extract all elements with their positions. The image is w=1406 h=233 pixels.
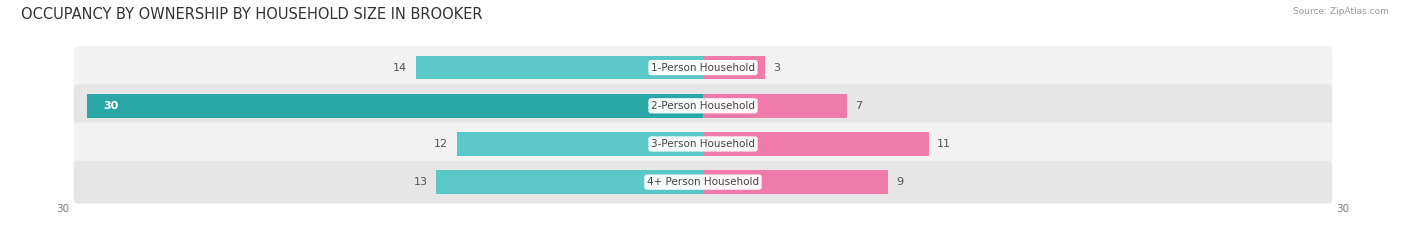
FancyBboxPatch shape <box>73 161 1333 203</box>
Text: 7: 7 <box>855 101 862 111</box>
Bar <box>436 170 703 194</box>
Text: 30: 30 <box>56 204 69 214</box>
FancyBboxPatch shape <box>73 123 1333 165</box>
Text: 1-Person Household: 1-Person Household <box>651 63 755 73</box>
Text: 12: 12 <box>434 139 449 149</box>
Text: 13: 13 <box>413 177 427 187</box>
FancyBboxPatch shape <box>73 84 1333 127</box>
Bar <box>416 56 703 79</box>
Bar <box>703 56 765 79</box>
Text: 3-Person Household: 3-Person Household <box>651 139 755 149</box>
Bar <box>703 170 887 194</box>
Text: 9: 9 <box>896 177 903 187</box>
FancyBboxPatch shape <box>73 46 1333 89</box>
Text: 14: 14 <box>394 63 408 73</box>
Text: 4+ Person Household: 4+ Person Household <box>647 177 759 187</box>
Bar <box>703 94 846 117</box>
Bar <box>703 132 929 156</box>
Text: 30: 30 <box>104 101 118 111</box>
Bar <box>457 132 703 156</box>
Text: Source: ZipAtlas.com: Source: ZipAtlas.com <box>1294 7 1389 16</box>
Text: 3: 3 <box>773 63 780 73</box>
Text: 11: 11 <box>936 139 950 149</box>
Text: 30: 30 <box>1337 204 1350 214</box>
Text: 2-Person Household: 2-Person Household <box>651 101 755 111</box>
Text: OCCUPANCY BY OWNERSHIP BY HOUSEHOLD SIZE IN BROOKER: OCCUPANCY BY OWNERSHIP BY HOUSEHOLD SIZE… <box>21 7 482 22</box>
Bar <box>87 94 703 117</box>
